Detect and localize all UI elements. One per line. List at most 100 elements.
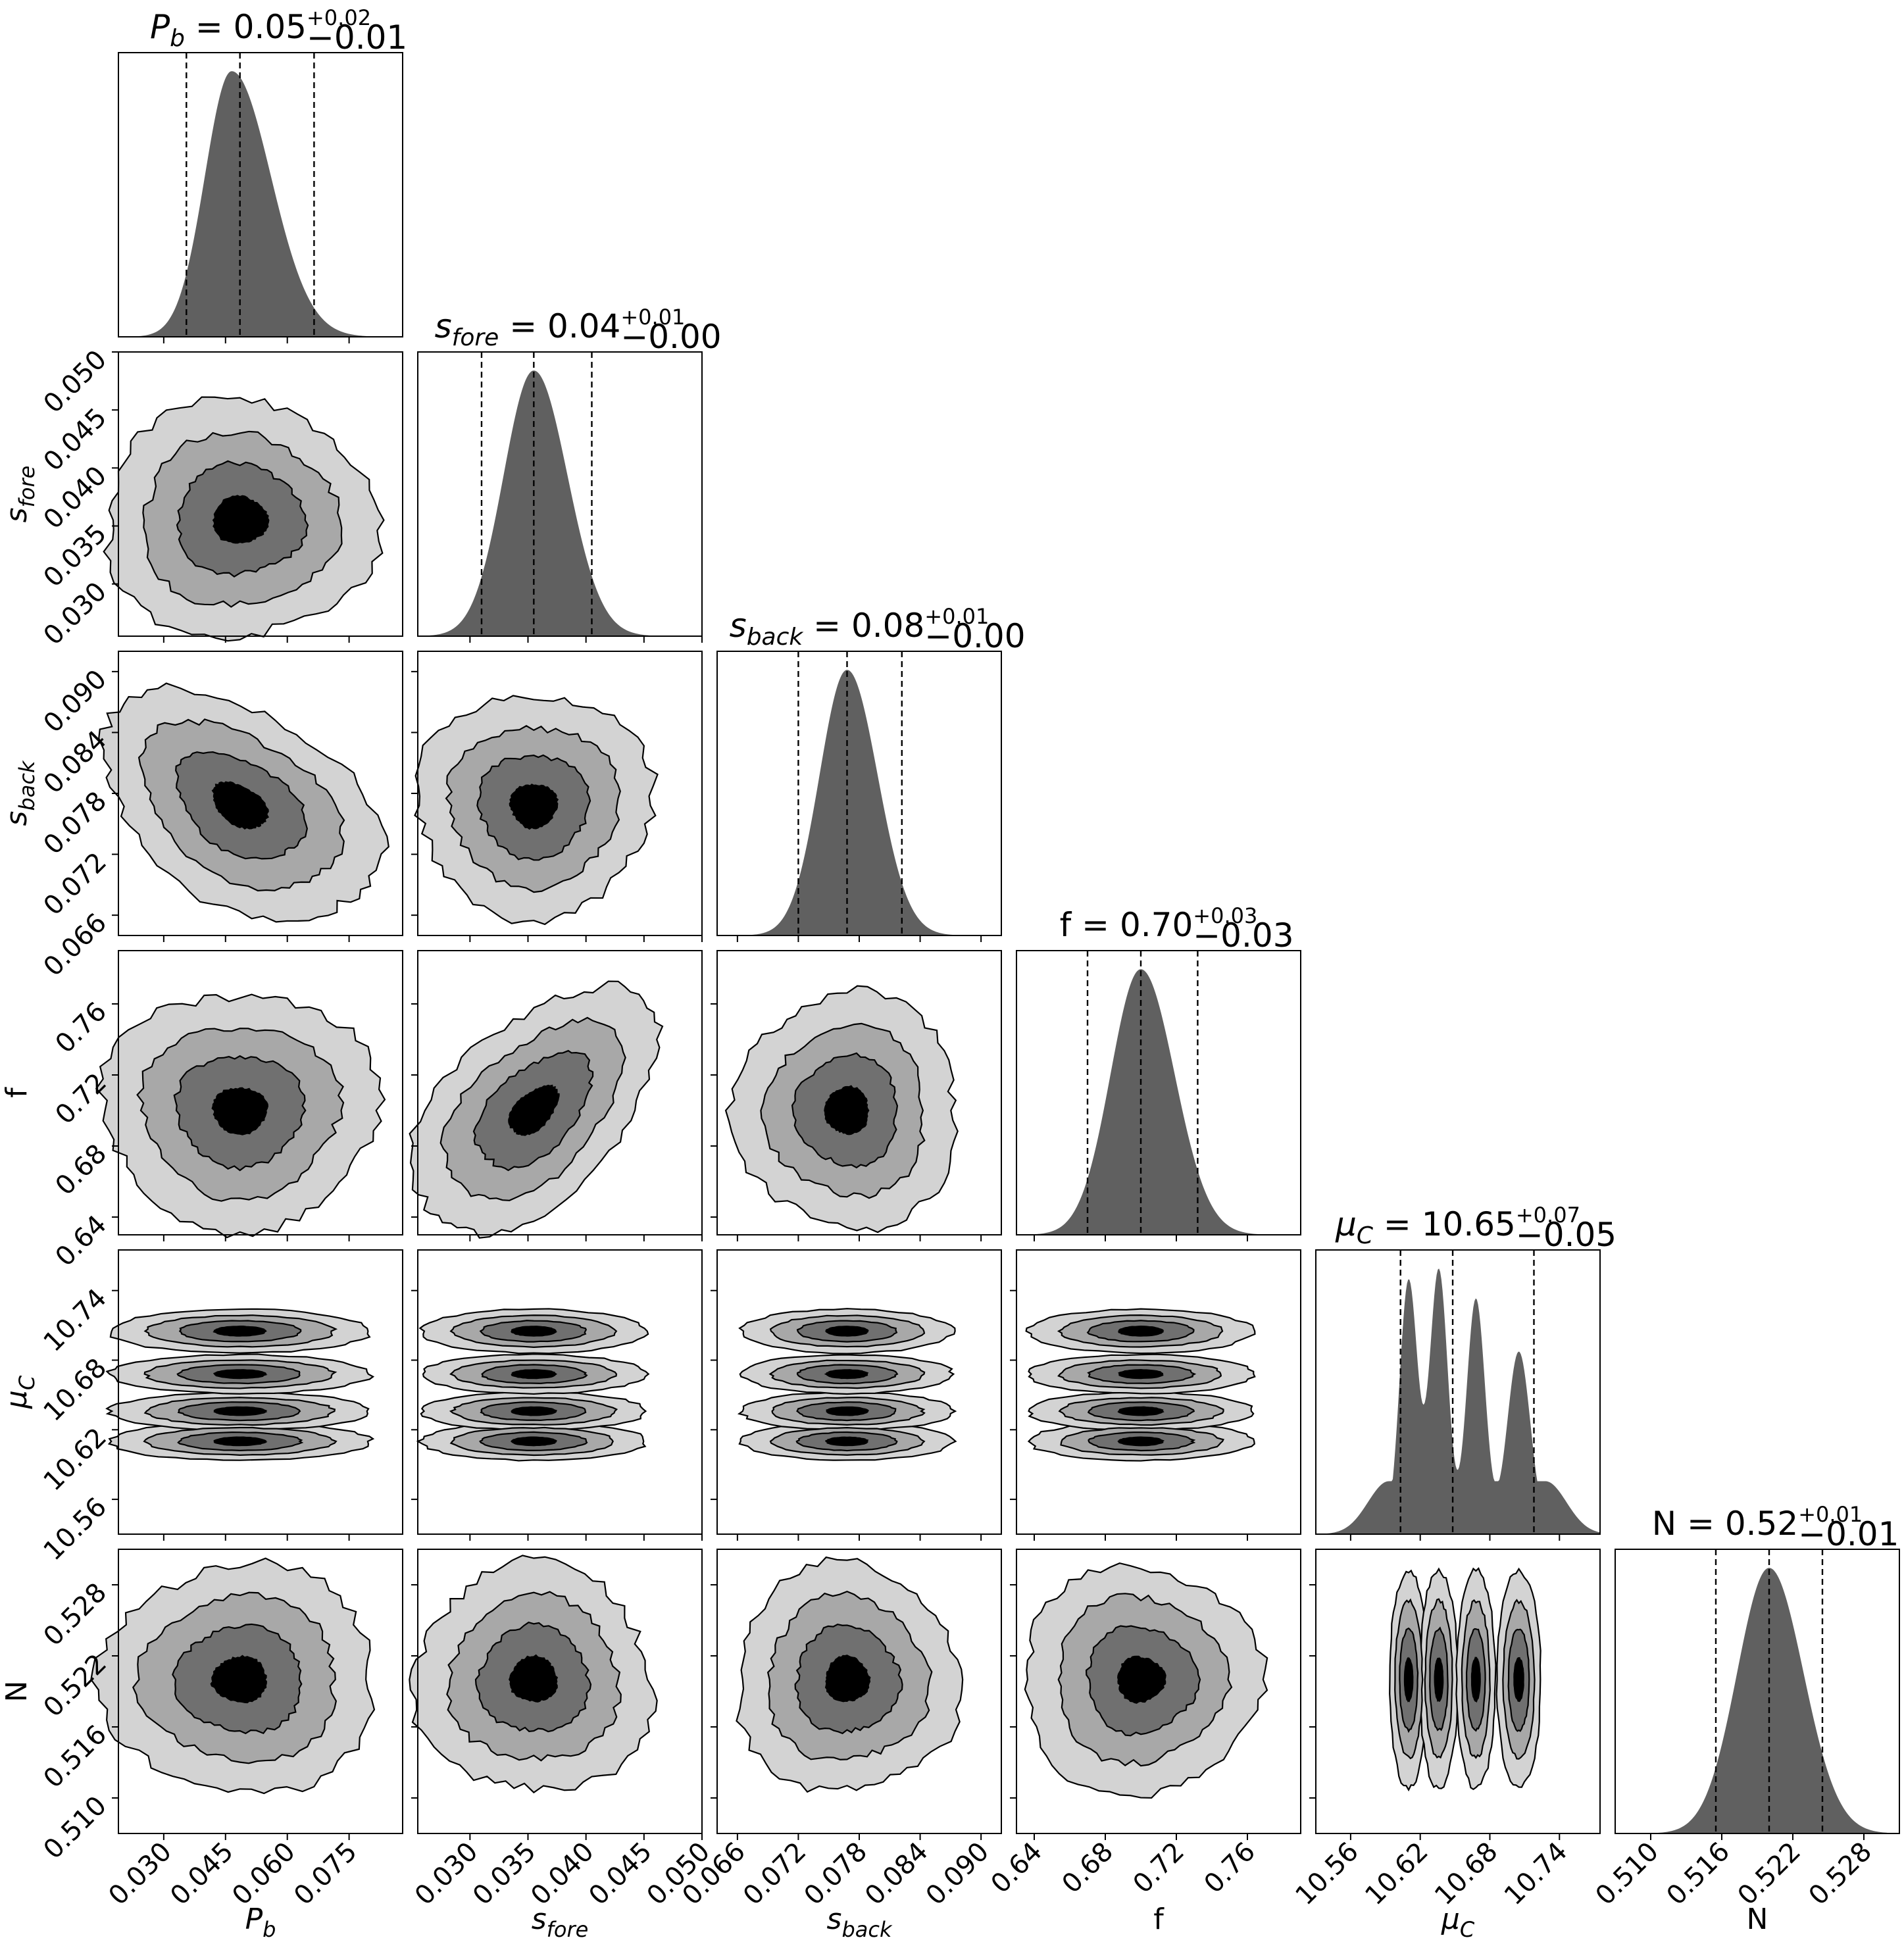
y-tick-label: 0.64 bbox=[50, 1210, 113, 1273]
histogram-panel-Pb: Pb = 0.05+0.02−0.01 bbox=[118, 5, 407, 343]
contour-blob-3 bbox=[1470, 1656, 1481, 1703]
contour-level-4 bbox=[212, 495, 270, 544]
y-tick-label: 0.072 bbox=[38, 847, 113, 922]
axes-frame bbox=[1315, 1249, 1601, 1535]
histogram-panel-sback: sback = 0.08+0.01−0.00 bbox=[716, 604, 1026, 942]
axis-label-muC: μC bbox=[1441, 1903, 1475, 1942]
axes-frame bbox=[417, 950, 703, 1235]
contour-panel-sfore-muC bbox=[411, 1249, 703, 1541]
x-tick-label: 10.62 bbox=[1359, 1837, 1434, 1912]
x-tick-label: 0.76 bbox=[1199, 1837, 1262, 1900]
x-tick-label: 0.084 bbox=[859, 1837, 934, 1912]
axis-label-muC: μC bbox=[0, 1375, 39, 1409]
axis-label-f: f bbox=[1153, 1903, 1165, 1936]
contour-panel-sfore-f bbox=[409, 950, 703, 1241]
y-tick-label: 0.76 bbox=[50, 997, 113, 1060]
title-f-minus: −0.03 bbox=[1193, 916, 1293, 955]
contour-level-4 bbox=[213, 1325, 268, 1447]
histogram-sback bbox=[717, 670, 1001, 935]
x-tick-label: 0.035 bbox=[467, 1837, 542, 1912]
y-tick-label: 0.510 bbox=[38, 1791, 113, 1866]
axes-frame bbox=[1016, 950, 1301, 1235]
y-tick-label: 0.516 bbox=[38, 1720, 113, 1795]
axes-frame bbox=[118, 1549, 403, 1834]
contour-blob-3 bbox=[824, 1369, 869, 1380]
x-tick-label: 0.060 bbox=[226, 1837, 301, 1912]
axes-frame bbox=[1315, 1549, 1601, 1834]
axes-frame bbox=[118, 950, 403, 1235]
x-tick-label: 0.072 bbox=[738, 1837, 813, 1912]
title-N-minus: −0.01 bbox=[1798, 1515, 1899, 1553]
axis-label-sfore: sfore bbox=[532, 1903, 589, 1942]
contour-level-4 bbox=[1117, 1326, 1165, 1447]
contour-level-4 bbox=[1403, 1656, 1524, 1703]
axes-frame bbox=[1016, 1249, 1301, 1535]
y-tick-label: 0.035 bbox=[38, 518, 113, 593]
x-tick-label: 0.090 bbox=[920, 1837, 995, 1912]
y-tick-label: 0.084 bbox=[38, 725, 113, 800]
contour-blob-1 bbox=[1403, 1657, 1414, 1703]
contour-blob-2 bbox=[213, 1406, 268, 1416]
contour-panel-sback-f bbox=[711, 950, 1002, 1241]
axes-frame bbox=[1016, 1549, 1301, 1834]
axes-frame bbox=[118, 52, 403, 337]
y-tick-label: 0.040 bbox=[38, 461, 113, 536]
axis-label-sback: sback bbox=[0, 760, 39, 826]
y-tick-label: 0.090 bbox=[38, 664, 113, 739]
contour-blob-2 bbox=[1117, 1406, 1165, 1416]
x-tick-label: 0.030 bbox=[409, 1837, 484, 1912]
contour-blob-1 bbox=[213, 1436, 268, 1447]
contour-level-4 bbox=[508, 1084, 560, 1136]
histogram-Pb bbox=[118, 71, 403, 337]
x-tick-label: 0.045 bbox=[164, 1837, 239, 1912]
title-Pb-minus: −0.01 bbox=[307, 18, 407, 57]
contour-level-4 bbox=[511, 1326, 558, 1447]
contour-level-4 bbox=[211, 1087, 269, 1135]
contour-blob-1 bbox=[1117, 1436, 1165, 1447]
y-tick-label: 0.050 bbox=[38, 345, 113, 420]
x-tick-label: 0.522 bbox=[1732, 1837, 1807, 1912]
axes-frame bbox=[1615, 1549, 1900, 1834]
title-sfore: sfore = 0.04+0.01 bbox=[435, 305, 686, 351]
y-tick-label: 0.68 bbox=[50, 1139, 113, 1202]
axes-frame bbox=[118, 1249, 403, 1535]
y-tick-label: 0.528 bbox=[38, 1578, 113, 1653]
x-tick-label: 0.68 bbox=[1057, 1837, 1120, 1900]
axis-label-N: N bbox=[0, 1681, 34, 1703]
histogram-muC bbox=[1316, 1268, 1600, 1534]
contour-blob-2 bbox=[826, 1406, 869, 1416]
contour-panel-f-muC bbox=[1010, 1249, 1301, 1541]
contour-blob-2 bbox=[511, 1406, 557, 1416]
x-tick-label: 0.030 bbox=[103, 1837, 178, 1912]
contour-blob-4 bbox=[825, 1326, 869, 1337]
histogram-panel-f: f = 0.70+0.03−0.03 bbox=[1016, 903, 1301, 1241]
x-tick-label: 0.528 bbox=[1803, 1837, 1878, 1912]
y-tick-label: 10.68 bbox=[38, 1353, 113, 1428]
x-tick-label: 0.64 bbox=[986, 1837, 1049, 1900]
x-tick-label: 0.075 bbox=[288, 1837, 363, 1912]
title-sback: sback = 0.08+0.01 bbox=[730, 604, 990, 651]
contour-level-4 bbox=[824, 1655, 871, 1703]
contour-level-4 bbox=[1117, 1655, 1166, 1704]
x-tick-label: 10.74 bbox=[1499, 1837, 1574, 1912]
histogram-f bbox=[1016, 969, 1301, 1235]
histogram-panel-muC: μC = 10.65+0.07−0.05 bbox=[1315, 1203, 1616, 1541]
axis-label-f: f bbox=[0, 1087, 34, 1098]
y-tick-label: 10.74 bbox=[38, 1283, 113, 1358]
contour-level-4 bbox=[824, 1085, 870, 1135]
contour-blob-3 bbox=[213, 1369, 268, 1380]
contour-blob-3 bbox=[511, 1369, 558, 1380]
axis-label-N: N bbox=[1747, 1903, 1768, 1936]
x-tick-label: 0.045 bbox=[583, 1837, 658, 1912]
axis-label-sback: sback bbox=[827, 1903, 893, 1942]
y-tick-label: 10.56 bbox=[38, 1492, 113, 1567]
axes-frame bbox=[118, 351, 403, 637]
